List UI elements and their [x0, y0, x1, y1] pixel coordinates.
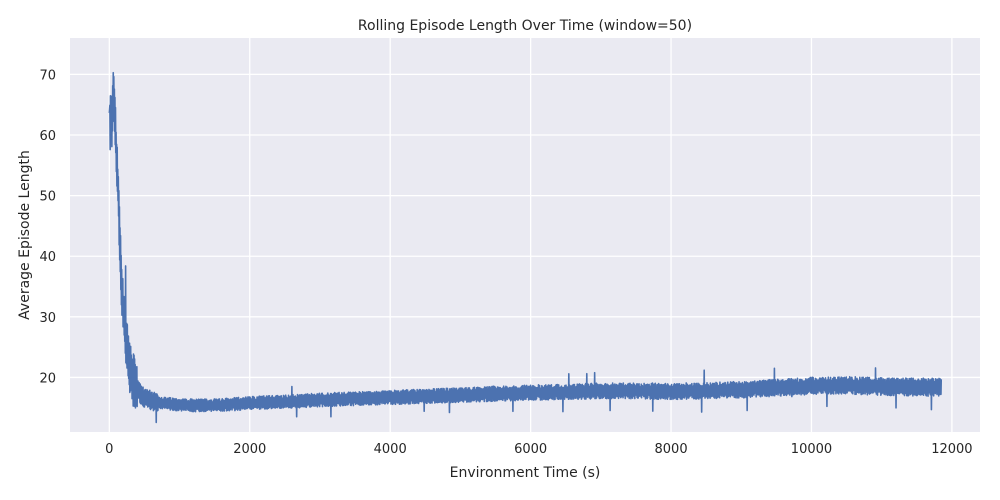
x-tick-label: 10000 — [791, 442, 832, 457]
x-tick-label: 12000 — [931, 442, 972, 457]
tick-labels: 0 2000 4000 6000 8000 10000 12000 20 30 40 50 60 70 — [39, 68, 972, 457]
y-tick-label: 40 — [39, 250, 56, 265]
x-axis-title: Environment Time (s) — [450, 465, 601, 481]
y-tick-label: 30 — [39, 311, 56, 326]
chart-title: Rolling Episode Length Over Time (window… — [358, 18, 692, 34]
x-tick-label: 2000 — [233, 442, 266, 457]
series-lines — [108, 71, 943, 424]
grid — [70, 38, 980, 432]
y-axis-title: Average Episode Length — [17, 150, 33, 320]
x-tick-label: 0 — [105, 442, 113, 457]
y-tick-label: 70 — [39, 68, 56, 83]
y-tick-label: 50 — [39, 190, 56, 205]
x-tick-label: 6000 — [514, 442, 547, 457]
plot-background — [70, 38, 980, 432]
x-tick-label: 4000 — [374, 442, 407, 457]
y-tick-label: 60 — [39, 129, 56, 144]
x-tick-label: 8000 — [655, 442, 688, 457]
series-line — [108, 71, 943, 424]
y-tick-label: 20 — [39, 371, 56, 386]
